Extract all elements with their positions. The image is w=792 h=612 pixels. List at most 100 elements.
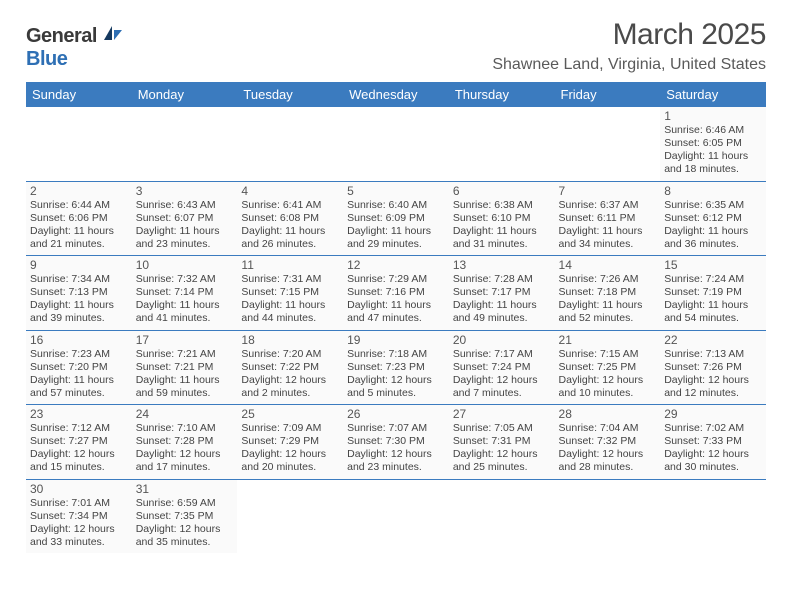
sunrise-line: Sunrise: 7:04 AM (559, 422, 657, 435)
day-cell: 29Sunrise: 7:02 AMSunset: 7:33 PMDayligh… (660, 405, 766, 480)
calendar-page: General Blue March 2025 Shawnee Land, Vi… (0, 0, 792, 563)
day-cell: 19Sunrise: 7:18 AMSunset: 7:23 PMDayligh… (343, 330, 449, 405)
day-info: Sunrise: 7:18 AMSunset: 7:23 PMDaylight:… (347, 348, 445, 401)
day-info: Sunrise: 6:41 AMSunset: 6:08 PMDaylight:… (241, 199, 339, 252)
sunrise-line: Sunrise: 6:43 AM (136, 199, 234, 212)
sunrise-line: Sunrise: 7:15 AM (559, 348, 657, 361)
day-header: Friday (555, 82, 661, 107)
day-number: 30 (30, 482, 128, 496)
day-info: Sunrise: 7:34 AMSunset: 7:13 PMDaylight:… (30, 273, 128, 326)
sunrise-line: Sunrise: 6:41 AM (241, 199, 339, 212)
day-info: Sunrise: 7:07 AMSunset: 7:30 PMDaylight:… (347, 422, 445, 475)
day-info: Sunrise: 7:05 AMSunset: 7:31 PMDaylight:… (453, 422, 551, 475)
sunset-line: Sunset: 7:22 PM (241, 361, 339, 374)
calendar-header: SundayMondayTuesdayWednesdayThursdayFrid… (26, 82, 766, 107)
day-number: 31 (136, 482, 234, 496)
day-info: Sunrise: 7:04 AMSunset: 7:32 PMDaylight:… (559, 422, 657, 475)
day-number: 15 (664, 258, 762, 272)
day-number: 16 (30, 333, 128, 347)
empty-cell (237, 107, 343, 181)
day-number: 2 (30, 184, 128, 198)
daylight-line: Daylight: 12 hours and 2 minutes. (241, 374, 339, 400)
daylight-line: Daylight: 12 hours and 5 minutes. (347, 374, 445, 400)
sunset-line: Sunset: 7:18 PM (559, 286, 657, 299)
sunset-line: Sunset: 7:19 PM (664, 286, 762, 299)
day-info: Sunrise: 7:32 AMSunset: 7:14 PMDaylight:… (136, 273, 234, 326)
day-number: 20 (453, 333, 551, 347)
sunrise-line: Sunrise: 6:46 AM (664, 124, 762, 137)
day-number: 13 (453, 258, 551, 272)
empty-cell (26, 107, 132, 181)
sunset-line: Sunset: 7:15 PM (241, 286, 339, 299)
daylight-line: Daylight: 11 hours and 54 minutes. (664, 299, 762, 325)
day-info: Sunrise: 7:10 AMSunset: 7:28 PMDaylight:… (136, 422, 234, 475)
day-header: Tuesday (237, 82, 343, 107)
sunrise-line: Sunrise: 7:02 AM (664, 422, 762, 435)
title-block: March 2025 Shawnee Land, Virginia, Unite… (492, 18, 766, 74)
header-row: General Blue March 2025 Shawnee Land, Vi… (26, 18, 766, 74)
day-cell: 15Sunrise: 7:24 AMSunset: 7:19 PMDayligh… (660, 256, 766, 331)
day-info: Sunrise: 6:35 AMSunset: 6:12 PMDaylight:… (664, 199, 762, 252)
sunset-line: Sunset: 7:14 PM (136, 286, 234, 299)
sunrise-line: Sunrise: 7:23 AM (30, 348, 128, 361)
empty-cell (660, 479, 766, 553)
empty-cell (237, 479, 343, 553)
day-header: Sunday (26, 82, 132, 107)
daylight-line: Daylight: 12 hours and 33 minutes. (30, 523, 128, 549)
sunset-line: Sunset: 6:12 PM (664, 212, 762, 225)
day-info: Sunrise: 7:20 AMSunset: 7:22 PMDaylight:… (241, 348, 339, 401)
sunrise-line: Sunrise: 7:21 AM (136, 348, 234, 361)
calendar-body: 1Sunrise: 6:46 AMSunset: 6:05 PM Daylight… (26, 107, 766, 553)
day-cell: 12Sunrise: 7:29 AMSunset: 7:16 PMDayligh… (343, 256, 449, 331)
daylight-line: Daylight: 11 hours and 52 minutes. (559, 299, 657, 325)
day-header: Saturday (660, 82, 766, 107)
sunset-line: Sunset: 7:16 PM (347, 286, 445, 299)
sunrise-line: Sunrise: 7:10 AM (136, 422, 234, 435)
day-cell: 22Sunrise: 7:13 AMSunset: 7:26 PMDayligh… (660, 330, 766, 405)
empty-cell (343, 107, 449, 181)
sunset-line: Sunset: 7:20 PM (30, 361, 128, 374)
calendar-row: 2Sunrise: 6:44 AMSunset: 6:06 PMDaylight… (26, 181, 766, 256)
day-number: 22 (664, 333, 762, 347)
day-info: Sunrise: 7:15 AMSunset: 7:25 PMDaylight:… (559, 348, 657, 401)
calendar-row: 23Sunrise: 7:12 AMSunset: 7:27 PMDayligh… (26, 405, 766, 480)
day-cell: 5Sunrise: 6:40 AMSunset: 6:09 PMDaylight… (343, 181, 449, 256)
daylight-line: Daylight: 11 hours and 39 minutes. (30, 299, 128, 325)
day-cell: 8Sunrise: 6:35 AMSunset: 6:12 PMDaylight… (660, 181, 766, 256)
sunset-line: Sunset: 7:25 PM (559, 361, 657, 374)
day-cell: 24Sunrise: 7:10 AMSunset: 7:28 PMDayligh… (132, 405, 238, 480)
sunrise-line: Sunrise: 6:59 AM (136, 497, 234, 510)
sunset-line: Sunset: 7:30 PM (347, 435, 445, 448)
day-cell: 10Sunrise: 7:32 AMSunset: 7:14 PMDayligh… (132, 256, 238, 331)
day-cell: 9Sunrise: 7:34 AMSunset: 7:13 PMDaylight… (26, 256, 132, 331)
day-info: Sunrise: 6:44 AMSunset: 6:06 PMDaylight:… (30, 199, 128, 252)
day-number: 17 (136, 333, 234, 347)
sunrise-line: Sunrise: 7:09 AM (241, 422, 339, 435)
day-cell: 23Sunrise: 7:12 AMSunset: 7:27 PMDayligh… (26, 405, 132, 480)
day-number: 3 (136, 184, 234, 198)
day-cell: 1Sunrise: 6:46 AMSunset: 6:05 PMDaylight… (660, 107, 766, 181)
day-info: Sunrise: 6:37 AMSunset: 6:11 PMDaylight:… (559, 199, 657, 252)
sunset-line: Sunset: 6:05 PM (664, 137, 762, 150)
sunrise-line: Sunrise: 7:32 AM (136, 273, 234, 286)
daylight-line: Daylight: 11 hours and 31 minutes. (453, 225, 551, 251)
day-number: 10 (136, 258, 234, 272)
day-number: 8 (664, 184, 762, 198)
sunrise-line: Sunrise: 7:05 AM (453, 422, 551, 435)
day-cell: 20Sunrise: 7:17 AMSunset: 7:24 PMDayligh… (449, 330, 555, 405)
day-number: 1 (664, 109, 762, 123)
sunrise-line: Sunrise: 7:28 AM (453, 273, 551, 286)
brand-logo: General Blue (26, 24, 124, 71)
day-info: Sunrise: 7:02 AMSunset: 7:33 PMDaylight:… (664, 422, 762, 475)
sunrise-line: Sunrise: 7:31 AM (241, 273, 339, 286)
day-header: Thursday (449, 82, 555, 107)
daylight-line: Daylight: 11 hours and 36 minutes. (664, 225, 762, 251)
sunset-line: Sunset: 7:27 PM (30, 435, 128, 448)
day-cell: 11Sunrise: 7:31 AMSunset: 7:15 PMDayligh… (237, 256, 343, 331)
day-info: Sunrise: 7:01 AMSunset: 7:34 PMDaylight:… (30, 497, 128, 550)
day-cell: 6Sunrise: 6:38 AMSunset: 6:10 PMDaylight… (449, 181, 555, 256)
sunrise-line: Sunrise: 7:17 AM (453, 348, 551, 361)
day-info: Sunrise: 7:17 AMSunset: 7:24 PMDaylight:… (453, 348, 551, 401)
day-number: 26 (347, 407, 445, 421)
calendar-row: 30Sunrise: 7:01 AMSunset: 7:34 PMDayligh… (26, 479, 766, 553)
